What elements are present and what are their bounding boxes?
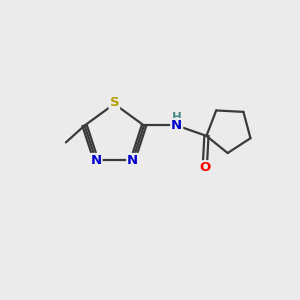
Text: S: S <box>110 96 119 109</box>
Text: H: H <box>172 111 182 124</box>
Text: O: O <box>199 161 211 174</box>
Text: N: N <box>90 154 102 167</box>
Text: N: N <box>127 154 138 167</box>
Text: N: N <box>171 119 182 132</box>
